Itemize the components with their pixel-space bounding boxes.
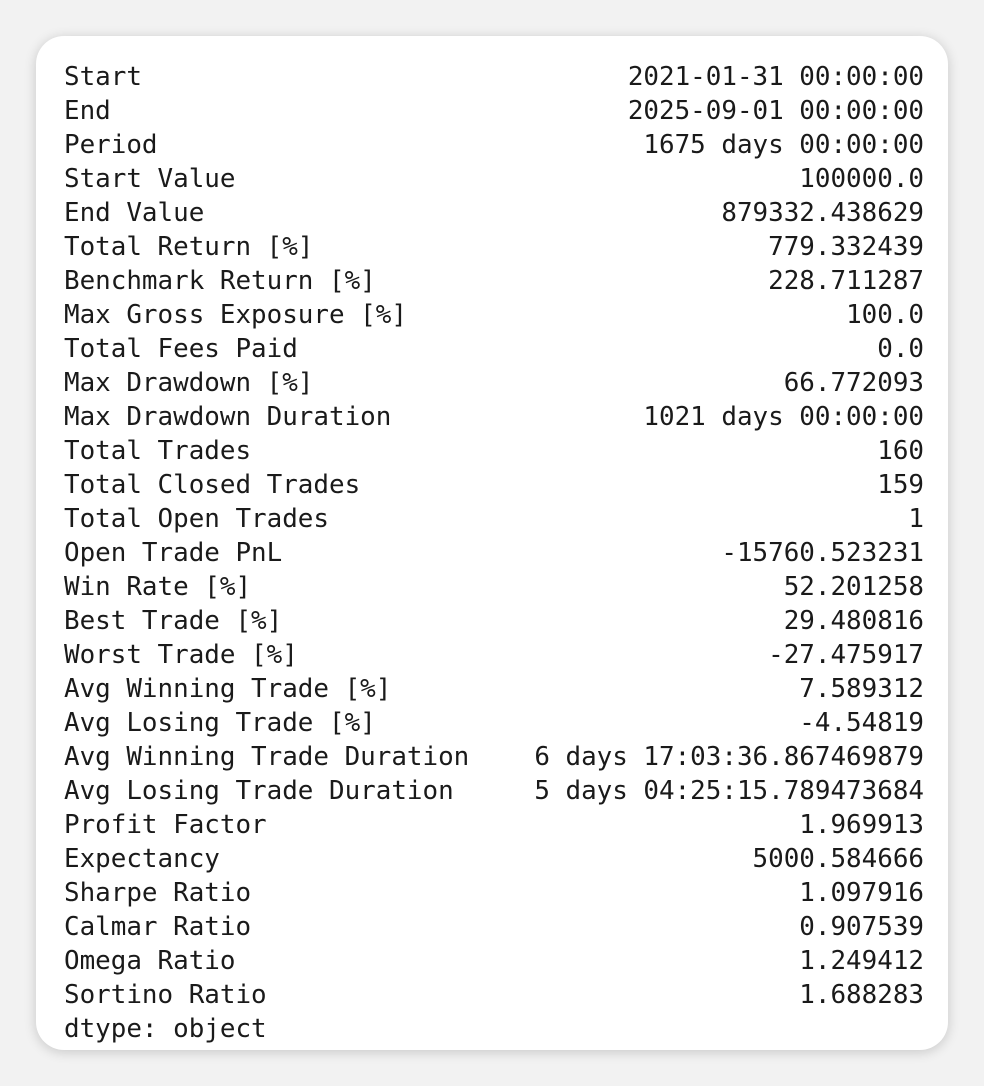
stat-label: Best Trade [%] <box>64 606 283 636</box>
stat-row: Profit Factor 1.969913 <box>64 808 924 842</box>
stat-row: Total Fees Paid 0.0 <box>64 332 924 366</box>
stat-value: 1.097916 <box>799 878 924 908</box>
stat-row: Open Trade PnL -15760.523231 <box>64 536 924 570</box>
stat-row: Avg Winning Trade [%] 7.589312 <box>64 672 924 706</box>
stat-value: 0.907539 <box>799 912 924 942</box>
stat-label: Expectancy <box>64 844 220 874</box>
stat-row: Start 2021-01-31 00:00:00 <box>64 60 924 94</box>
stat-label: Avg Winning Trade Duration <box>64 742 470 772</box>
stat-value: 0.0 <box>877 334 924 364</box>
stat-value: 2021-01-31 00:00:00 <box>627 62 924 92</box>
stat-row: Total Trades 160 <box>64 434 924 468</box>
stat-value: 100.0 <box>846 300 924 330</box>
stats-output: Start 2021-01-31 00:00:00 End 2025-09-01 00… <box>64 60 924 1046</box>
stat-row: Total Open Trades 1 <box>64 502 924 536</box>
stat-label: Sharpe Ratio <box>64 878 252 908</box>
stat-label: Sortino Ratio <box>64 980 267 1010</box>
stat-value: 1.969913 <box>799 810 924 840</box>
stat-row: End 2025-09-01 00:00:00 <box>64 94 924 128</box>
stat-label: Total Return [%] <box>64 232 314 262</box>
stat-label: Total Fees Paid <box>64 334 298 364</box>
stat-row: Avg Losing Trade [%] -4.54819 <box>64 706 924 740</box>
stat-value: -15760.523231 <box>721 538 924 568</box>
stat-value: 1 <box>908 504 924 534</box>
stat-row: Expectancy 5000.584666 <box>64 842 924 876</box>
stat-row: Win Rate [%] 52.201258 <box>64 570 924 604</box>
stat-value: 52.201258 <box>783 572 924 602</box>
stat-label: Win Rate [%] <box>64 572 252 602</box>
stat-row: Worst Trade [%] -27.475917 <box>64 638 924 672</box>
stat-value: -4.54819 <box>799 708 924 738</box>
stat-label: Avg Losing Trade Duration <box>64 776 454 806</box>
stat-row: Avg Winning Trade Duration 6 days 17:03:3… <box>64 740 924 774</box>
stat-row: Max Drawdown [%] 66.772093 <box>64 366 924 400</box>
stat-value: 5000.584666 <box>752 844 924 874</box>
stat-value: 6 days 17:03:36.867469879 <box>534 742 924 772</box>
stat-label: Max Drawdown Duration <box>64 402 392 432</box>
stat-value: 1.249412 <box>799 946 924 976</box>
stat-label: End <box>64 96 111 126</box>
stat-value: 159 <box>877 470 924 500</box>
stat-label: Avg Winning Trade [%] <box>64 674 392 704</box>
stat-row: Calmar Ratio 0.907539 <box>64 910 924 944</box>
stat-label: Benchmark Return [%] <box>64 266 376 296</box>
stats-rows: Start 2021-01-31 00:00:00 End 2025-09-01 00… <box>64 60 924 1012</box>
stat-label: Total Open Trades <box>64 504 329 534</box>
stat-value: 779.332439 <box>768 232 924 262</box>
stat-row: Sortino Ratio 1.688283 <box>64 978 924 1012</box>
stat-value: 100000.0 <box>799 164 924 194</box>
stat-row: Sharpe Ratio 1.097916 <box>64 876 924 910</box>
stat-row: Total Closed Trades 159 <box>64 468 924 502</box>
stat-label: Avg Losing Trade [%] <box>64 708 376 738</box>
stat-label: Start Value <box>64 164 236 194</box>
stat-value: 879332.438629 <box>721 198 924 228</box>
stat-row: Avg Losing Trade Duration 5 days 04:25:15… <box>64 774 924 808</box>
output-card: Start 2021-01-31 00:00:00 End 2025-09-01 00… <box>36 36 948 1050</box>
stat-label: Worst Trade [%] <box>64 640 298 670</box>
stat-label: Open Trade PnL <box>64 538 283 568</box>
stat-value: 1675 days 00:00:00 <box>643 130 924 160</box>
stat-value: 7.589312 <box>799 674 924 704</box>
stat-value: -27.475917 <box>768 640 924 670</box>
stat-label: Total Closed Trades <box>64 470 361 500</box>
stat-label: Profit Factor <box>64 810 267 840</box>
stat-label: Calmar Ratio <box>64 912 252 942</box>
stat-label: Start <box>64 62 142 92</box>
stat-label: Max Drawdown [%] <box>64 368 314 398</box>
stat-value: 66.772093 <box>783 368 924 398</box>
stat-value: 228.711287 <box>768 266 924 296</box>
stat-row: Benchmark Return [%] 228.711287 <box>64 264 924 298</box>
stat-value: 2025-09-01 00:00:00 <box>627 96 924 126</box>
stat-label: Max Gross Exposure [%] <box>64 300 407 330</box>
stat-value: 1021 days 00:00:00 <box>643 402 924 432</box>
stat-row: Total Return [%] 779.332439 <box>64 230 924 264</box>
stat-label: Period <box>64 130 158 160</box>
stat-row: Start Value 100000.0 <box>64 162 924 196</box>
stat-value: 1.688283 <box>799 980 924 1010</box>
stat-row: Max Drawdown Duration 1021 days 00:00:00 <box>64 400 924 434</box>
stat-value: 160 <box>877 436 924 466</box>
stat-row: Best Trade [%] 29.480816 <box>64 604 924 638</box>
dtype-line: dtype: object <box>64 1014 267 1044</box>
stat-row: Omega Ratio 1.249412 <box>64 944 924 978</box>
stat-row: Max Gross Exposure [%] 100.0 <box>64 298 924 332</box>
stat-label: Total Trades <box>64 436 252 466</box>
stat-label: Omega Ratio <box>64 946 236 976</box>
stat-label: End Value <box>64 198 205 228</box>
stat-value: 5 days 04:25:15.789473684 <box>534 776 924 806</box>
stat-value: 29.480816 <box>783 606 924 636</box>
stat-row: End Value 879332.438629 <box>64 196 924 230</box>
stat-row: Period 1675 days 00:00:00 <box>64 128 924 162</box>
